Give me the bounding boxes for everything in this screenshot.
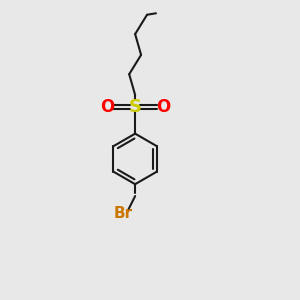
- Text: S: S: [129, 98, 142, 116]
- Text: Br: Br: [114, 206, 133, 221]
- Text: O: O: [100, 98, 114, 116]
- Text: O: O: [156, 98, 170, 116]
